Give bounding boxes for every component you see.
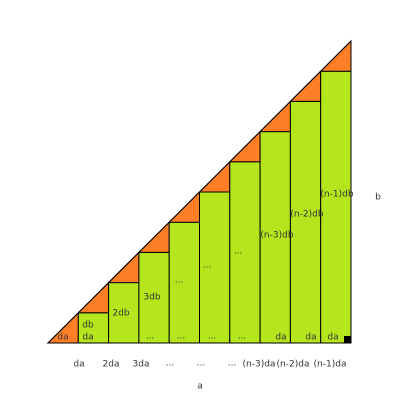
- lower-label: ...: [146, 332, 155, 342]
- column: [108, 282, 140, 344]
- upper-label: (n-2)db: [290, 210, 323, 220]
- lower-label: ...: [208, 332, 217, 342]
- outline: [46, 39, 352, 344]
- column: [168, 221, 200, 344]
- bottom-label: (n-2)da: [277, 360, 310, 370]
- upper-label: 3db: [143, 293, 160, 303]
- bottom-label: (n-1)da: [314, 360, 347, 370]
- column: [229, 161, 261, 344]
- lower-label: da: [327, 333, 338, 343]
- bottom-label: 2da: [103, 360, 120, 370]
- lower-label: da: [57, 333, 68, 343]
- column: [320, 70, 352, 344]
- bottom-label: da: [73, 360, 84, 370]
- bottom-label: ...: [166, 359, 175, 369]
- bottom-label: 3da: [133, 360, 150, 370]
- axis-label-a: a: [197, 382, 203, 392]
- upper-label: db: [82, 321, 94, 331]
- lower-label: ...: [177, 332, 186, 342]
- lower-label: da: [275, 333, 286, 343]
- upper-label: ...: [234, 247, 243, 257]
- axis-label-b: b: [375, 193, 381, 203]
- column: [289, 100, 322, 344]
- right-angle-mark: [344, 336, 351, 343]
- upper-label: 2db: [112, 309, 129, 319]
- lower-label: da: [305, 333, 316, 343]
- bottom-label: (n-3)da: [243, 360, 276, 370]
- lower-label: ...: [238, 332, 247, 342]
- upper-label: ...: [175, 276, 184, 286]
- bottom-label: ...: [197, 359, 206, 369]
- lower-label: da: [82, 333, 93, 343]
- upper-label: (n-3)db: [260, 231, 293, 241]
- upper-label: (n-1)db: [320, 190, 353, 200]
- upper-label: ...: [203, 261, 212, 271]
- bottom-label: ...: [228, 359, 237, 369]
